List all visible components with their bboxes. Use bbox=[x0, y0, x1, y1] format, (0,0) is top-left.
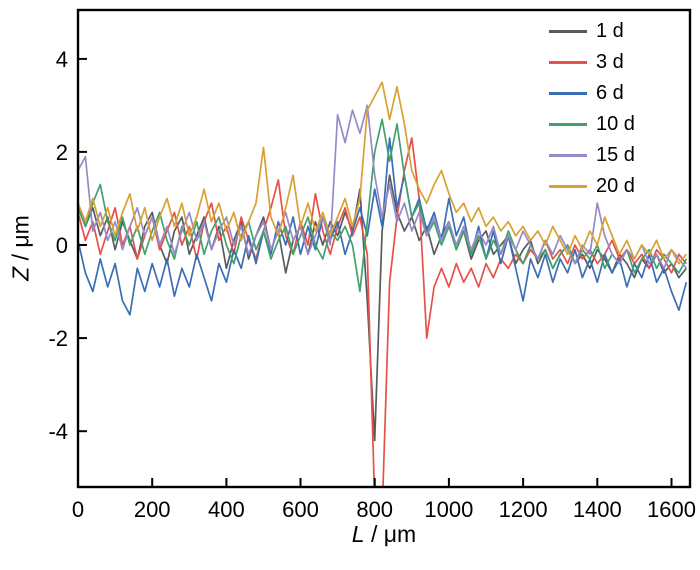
x-tick-label: 200 bbox=[134, 497, 171, 522]
legend: 1 d 3 d 6 d 10 d 15 d 20 d bbox=[549, 16, 635, 202]
legend-item-6d: 6 d bbox=[549, 78, 635, 109]
legend-item-15d: 15 d bbox=[549, 140, 635, 171]
y-tick-label: 0 bbox=[56, 233, 68, 258]
legend-item-1d: 1 d bbox=[549, 16, 635, 47]
y-tick-label: -4 bbox=[48, 419, 68, 444]
legend-line-swatch-20d bbox=[549, 185, 587, 188]
legend-item-3d: 3 d bbox=[549, 47, 635, 78]
y-axis-variable: Z bbox=[7, 266, 34, 281]
x-tick-label: 400 bbox=[208, 497, 245, 522]
legend-label-20d: 20 d bbox=[596, 175, 635, 197]
series-line-20d bbox=[78, 81, 687, 265]
x-tick-label: 800 bbox=[356, 497, 393, 522]
y-tick-label: -2 bbox=[48, 326, 68, 351]
x-tick-label: 600 bbox=[282, 497, 319, 522]
x-tick-label: 0 bbox=[72, 497, 84, 522]
y-tick-label: 2 bbox=[56, 140, 68, 165]
x-tick-label: 1400 bbox=[573, 497, 622, 522]
legend-line-swatch-10d bbox=[549, 123, 587, 126]
series-line-15d bbox=[78, 104, 687, 270]
legend-line-swatch-6d bbox=[549, 92, 587, 95]
x-tick-label: 1000 bbox=[424, 497, 473, 522]
y-axis-unit: / μm bbox=[7, 215, 34, 267]
series-line-1d bbox=[78, 174, 687, 442]
legend-item-20d: 20 d bbox=[549, 171, 635, 202]
legend-label-6d: 6 d bbox=[596, 82, 624, 104]
x-axis-label: L / μm bbox=[78, 521, 690, 548]
legend-item-10d: 10 d bbox=[549, 109, 635, 140]
legend-line-swatch-3d bbox=[549, 61, 587, 64]
x-tick-label: 1600 bbox=[647, 497, 696, 522]
legend-line-swatch-1d bbox=[549, 30, 587, 33]
plot-frame bbox=[76, 8, 692, 489]
x-axis-unit: / μm bbox=[364, 521, 417, 547]
legend-label-10d: 10 d bbox=[596, 113, 635, 135]
y-tick-label: 4 bbox=[56, 47, 68, 72]
legend-label-15d: 15 d bbox=[596, 144, 635, 166]
x-axis-variable: L bbox=[351, 521, 365, 547]
legend-label-3d: 3 d bbox=[596, 51, 624, 73]
x-tick-label: 1200 bbox=[499, 497, 548, 522]
legend-label-1d: 1 d bbox=[596, 20, 624, 42]
y-axis-label: Z / μm bbox=[8, 215, 35, 281]
series-line-6d bbox=[78, 137, 688, 316]
legend-line-swatch-15d bbox=[549, 154, 587, 157]
